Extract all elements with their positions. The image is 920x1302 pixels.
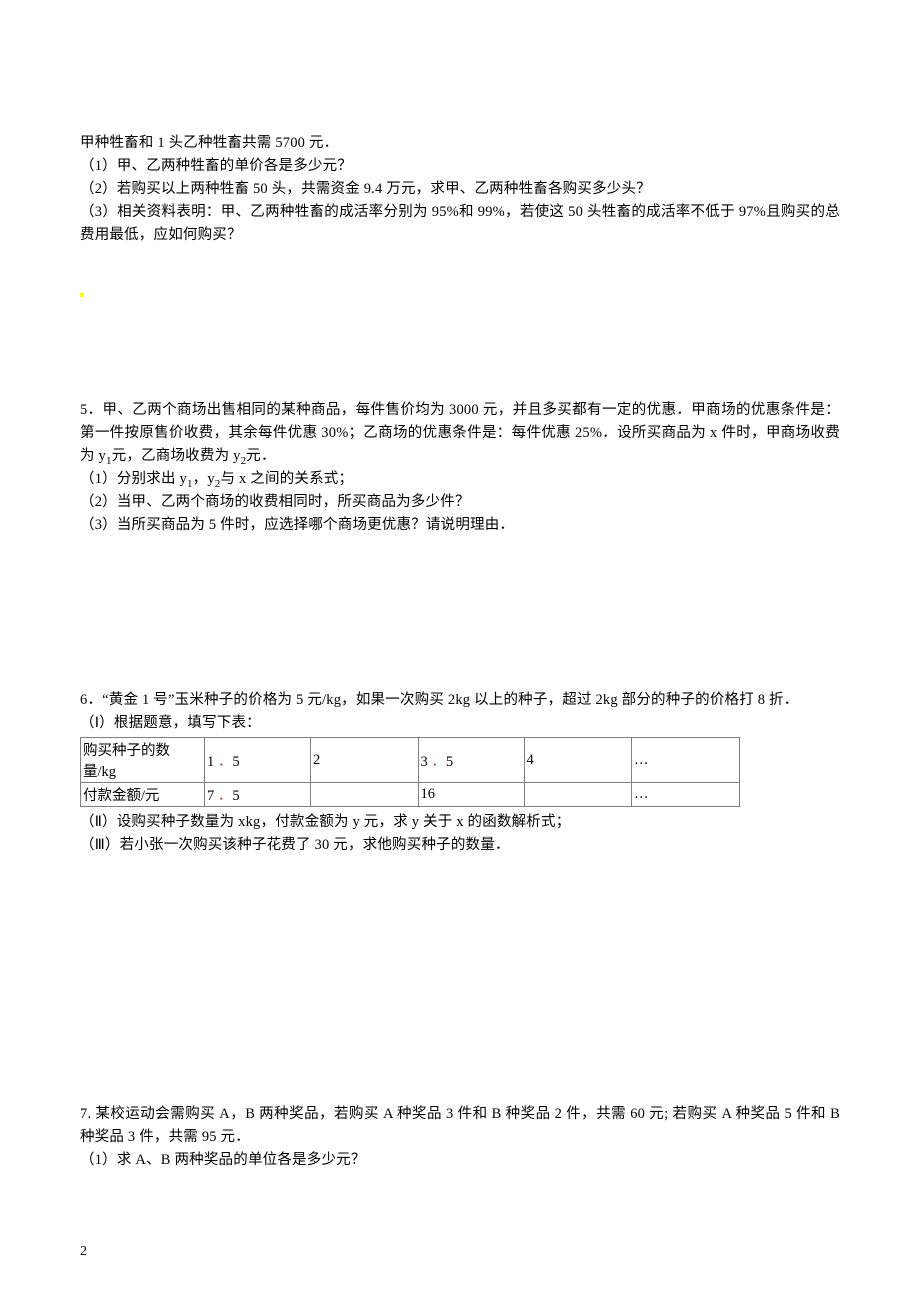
q6-part-3: （Ⅲ）若小张一次购买该种子花费了 30 元，求他购买种子的数量．	[80, 834, 840, 857]
q5-p1-c: 与 x 之间的关系式；	[221, 471, 354, 487]
dot-accent: ．	[431, 754, 446, 770]
highlight-marker	[80, 293, 84, 297]
q4-lead: 甲种牲畜和 1 头乙种牲畜共需 5700 元．	[80, 132, 840, 155]
table-cell: 1 ．5	[205, 738, 311, 783]
table-cell: 7 ．5	[205, 783, 311, 807]
cell-val: 7 ．5	[207, 788, 240, 804]
cell-val: 1 ．5	[207, 754, 240, 770]
q5-p1-a: （1）分别求出 y	[80, 471, 187, 487]
table-header-pay: 付款金额/元	[81, 783, 205, 807]
q6-part-2: （Ⅱ）设购买种子数量为 xkg，付款金额为 y 元，求 y 关于 x 的函数解析…	[80, 811, 840, 834]
table-cell: 2	[311, 738, 419, 783]
q6-lead: 6．“黄金 1 号”玉米种子的价格为 5 元/kg，如果一次购买 2kg 以上的…	[80, 689, 840, 712]
q7-lead: 7. 某校运动会需购买 A，B 两种奖品，若购买 A 种奖品 3 件和 B 种奖…	[80, 1103, 840, 1149]
table-cell	[311, 783, 419, 807]
q4-part-1: （1）甲、乙两种牲畜的单价各是多少元？	[80, 155, 840, 178]
table-cell: …	[632, 783, 740, 807]
table-cell: 4	[524, 738, 632, 783]
q7-part-1: （1）求 A、B 两种奖品的单位各是多少元？	[80, 1149, 840, 1172]
table-cell: 3 ．5	[418, 738, 524, 783]
q5-part-2: （2）当甲、乙两个商场的收费相同时，所买商品为多少件？	[80, 491, 840, 514]
spacer	[80, 857, 840, 1103]
table-row: 购买种子的数量/kg 1 ．5 2 3 ．5 4 …	[81, 738, 740, 783]
question-5: 5．甲、乙两个商场出售相同的某种商品，每件售价均为 3000 元，并且多买都有一…	[80, 399, 840, 537]
q4-part-3: （3）相关资料表明：甲、乙两种牲畜的成活率分别为 95%和 99%，若使这 50…	[80, 201, 840, 247]
page-number: 2	[80, 1244, 87, 1260]
q5-lead-text-c: 元．	[246, 448, 275, 464]
cell-val: 3 ．5	[421, 754, 454, 770]
q5-part-3: （3）当所买商品为 5 件时，应选择哪个商场更优惠？请说明理由．	[80, 514, 840, 537]
dot-accent: ．	[218, 754, 233, 770]
dot-accent: ．	[218, 788, 233, 804]
table-cell	[524, 783, 632, 807]
q6-part-1: （Ⅰ）根据题意，填写下表：	[80, 712, 840, 735]
table-row: 付款金额/元 7 ．5 16 …	[81, 783, 740, 807]
question-6: 6．“黄金 1 号”玉米种子的价格为 5 元/kg，如果一次购买 2kg 以上的…	[80, 689, 840, 857]
q5-lead: 5．甲、乙两个商场出售相同的某种商品，每件售价均为 3000 元，并且多买都有一…	[80, 399, 840, 468]
question-4-continued: 甲种牲畜和 1 头乙种牲畜共需 5700 元． （1）甲、乙两种牲畜的单价各是多…	[80, 132, 840, 247]
q5-part-1: （1）分别求出 y1，y2与 x 之间的关系式；	[80, 468, 840, 491]
page: 甲种牲畜和 1 头乙种牲畜共需 5700 元． （1）甲、乙两种牲畜的单价各是多…	[0, 0, 920, 1302]
table-cell: 16	[418, 783, 524, 807]
q5-p1-b: ，y	[193, 471, 215, 487]
question-7: 7. 某校运动会需购买 A，B 两种奖品，若购买 A 种奖品 3 件和 B 种奖…	[80, 1103, 840, 1172]
seed-price-table: 购买种子的数量/kg 1 ．5 2 3 ．5 4 … 付款金额/元 7 ．5 1…	[80, 737, 740, 807]
table-cell: …	[632, 738, 740, 783]
q4-part-2: （2）若购买以上两种牲畜 50 头，共需资金 9.4 万元，求甲、乙两种牲畜各购…	[80, 178, 840, 201]
spacer	[80, 247, 840, 399]
q5-lead-text-b: 元，乙商场收费为 y	[112, 448, 241, 464]
table-header-qty: 购买种子的数量/kg	[81, 738, 205, 783]
spacer	[80, 537, 840, 689]
